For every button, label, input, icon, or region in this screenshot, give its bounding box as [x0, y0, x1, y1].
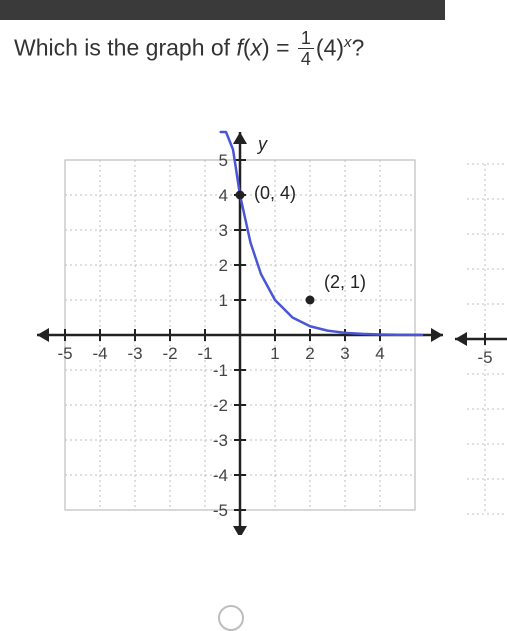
right-panel-svg: -5 — [445, 0, 507, 629]
svg-text:-3: -3 — [212, 431, 227, 450]
question-prefix: Which is the graph of — [14, 35, 236, 61]
svg-text:-4: -4 — [92, 344, 107, 363]
graph-container: -5 -4 -3 -2 -1 1 2 3 4 -5 -4 -3 -2 -1 1 2 3 4 5 y (0, 4) (2, … — [0, 105, 507, 535]
question-exp: x — [344, 34, 352, 51]
svg-text:-1: -1 — [212, 361, 227, 380]
question-frac-den: 4 — [298, 49, 314, 68]
svg-text:(0, 4): (0, 4) — [254, 183, 296, 203]
graph-area: -5 -4 -3 -2 -1 1 2 3 4 -5 -4 -3 -2 -1 1 2 3 4 5 y (0, 4) (2, … — [24, 105, 484, 535]
svg-text:1: 1 — [270, 344, 279, 363]
svg-text:-1: -1 — [197, 344, 212, 363]
question-fn: f — [236, 35, 242, 61]
question-var: x — [251, 35, 263, 61]
svg-text:-5: -5 — [57, 344, 72, 363]
svg-text:2: 2 — [218, 256, 227, 275]
svg-text:2: 2 — [305, 344, 314, 363]
radio-option[interactable] — [218, 605, 244, 631]
svg-text:(2, 1): (2, 1) — [324, 272, 366, 292]
question-frac-num: 1 — [298, 29, 314, 49]
question-fraction: 14 — [298, 29, 314, 68]
svg-text:y: y — [256, 134, 268, 154]
svg-text:-2: -2 — [212, 396, 227, 415]
svg-text:1: 1 — [218, 291, 227, 310]
right-panel-sliver: -5 — [445, 0, 507, 629]
svg-text:3: 3 — [218, 221, 227, 240]
svg-text:-5: -5 — [212, 501, 227, 520]
top-divider-bar — [0, 0, 507, 20]
svg-text:-2: -2 — [162, 344, 177, 363]
question-base: (4) — [316, 35, 344, 61]
svg-text:-3: -3 — [127, 344, 142, 363]
svg-text:4: 4 — [375, 344, 384, 363]
svg-text:-4: -4 — [212, 466, 227, 485]
question-eq: = — [270, 35, 296, 61]
question-suffix: ? — [352, 35, 365, 61]
graph-svg: -5 -4 -3 -2 -1 1 2 3 4 -5 -4 -3 -2 -1 1 2 3 4 5 y (0, 4) (2, … — [24, 105, 484, 535]
svg-text:-5: -5 — [477, 348, 492, 367]
question-text: Which is the graph of f(x) = 14(4)x? — [0, 20, 507, 75]
svg-text:3: 3 — [340, 344, 349, 363]
svg-text:5: 5 — [218, 151, 227, 170]
svg-text:4: 4 — [218, 186, 227, 205]
